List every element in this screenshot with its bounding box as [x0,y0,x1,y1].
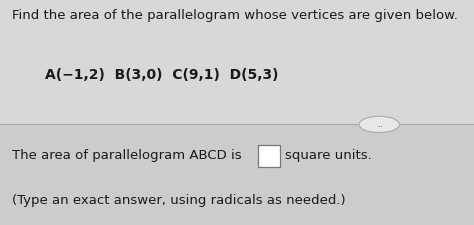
Text: square units.: square units. [285,148,372,162]
Text: A(−1,2)  B(3,0)  C(9,1)  D(5,3): A(−1,2) B(3,0) C(9,1) D(5,3) [45,68,279,81]
Text: ...: ... [376,122,383,128]
Text: Find the area of the parallelogram whose vertices are given below.: Find the area of the parallelogram whose… [12,9,458,22]
Bar [258,145,280,168]
Text: (Type an exact answer, using radicals as needed.): (Type an exact answer, using radicals as… [12,194,346,207]
Bar [0,125,474,225]
Ellipse shape [359,117,399,133]
Text: The area of parallelogram ABCD is: The area of parallelogram ABCD is [12,148,246,162]
